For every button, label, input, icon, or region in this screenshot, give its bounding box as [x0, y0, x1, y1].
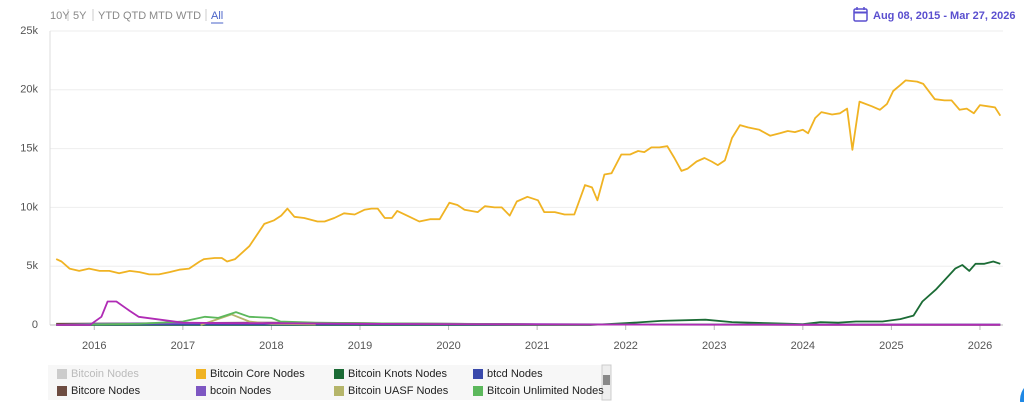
legend-label[interactable]: Bitcore Nodes	[71, 385, 141, 397]
legend-scroll-thumb[interactable]	[603, 375, 610, 385]
y-tick-label: 25k	[20, 25, 38, 37]
y-tick-label: 5k	[26, 260, 38, 272]
range-button[interactable]: WTD	[176, 10, 201, 22]
legend-swatch[interactable]	[57, 369, 67, 379]
legend-label[interactable]: Bitcoin UASF Nodes	[348, 385, 449, 397]
legend-swatch[interactable]	[57, 386, 67, 396]
date-range[interactable]: Aug 08, 2015 - Mar 27, 2026	[873, 10, 1015, 22]
chat-button[interactable]	[1020, 380, 1024, 402]
y-tick-label: 15k	[20, 143, 38, 155]
x-tick-label: 2023	[702, 340, 726, 352]
x-tick-label: 2022	[613, 340, 637, 352]
series-line	[56, 300, 1001, 326]
range-button[interactable]: 10Y	[50, 10, 70, 22]
legend-label[interactable]: bcoin Nodes	[210, 385, 272, 397]
x-tick-label: 2018	[259, 340, 283, 352]
series-line	[55, 79, 1002, 276]
range-button[interactable]: All	[211, 10, 223, 22]
legend-swatch[interactable]	[473, 386, 483, 396]
range-button[interactable]: QTD	[123, 10, 146, 22]
legend-swatch[interactable]	[334, 369, 344, 379]
x-tick-label: 2025	[879, 340, 903, 352]
range-button[interactable]: MTD	[149, 10, 173, 22]
y-tick-label: 10k	[20, 201, 38, 213]
legend-swatch[interactable]	[334, 386, 344, 396]
x-tick-label: 2026	[968, 340, 992, 352]
x-tick-label: 2020	[436, 340, 460, 352]
calendar-icon[interactable]	[853, 7, 868, 22]
legend-label[interactable]: Bitcoin Core Nodes	[210, 368, 305, 380]
legend-swatch[interactable]	[196, 369, 206, 379]
y-tick-label: 20k	[20, 84, 38, 96]
legend-label[interactable]: Bitcoin Knots Nodes	[348, 368, 448, 380]
x-tick-label: 2016	[82, 340, 106, 352]
legend-box	[48, 365, 611, 400]
x-tick-label: 2019	[348, 340, 372, 352]
x-tick-label: 2017	[171, 340, 195, 352]
range-button[interactable]: 5Y	[73, 10, 87, 22]
range-button[interactable]: YTD	[98, 10, 120, 22]
x-tick-label: 2021	[525, 340, 549, 352]
legend-swatch[interactable]	[473, 369, 483, 379]
y-tick-label: 0	[32, 319, 38, 331]
series-line	[56, 260, 1001, 326]
legend-label[interactable]: btcd Nodes	[487, 368, 543, 380]
x-tick-label: 2024	[791, 340, 815, 352]
legend-label[interactable]: Bitcoin Nodes	[71, 368, 139, 380]
legend-label[interactable]: Bitcoin Unlimited Nodes	[487, 385, 604, 397]
legend-swatch[interactable]	[196, 386, 206, 396]
